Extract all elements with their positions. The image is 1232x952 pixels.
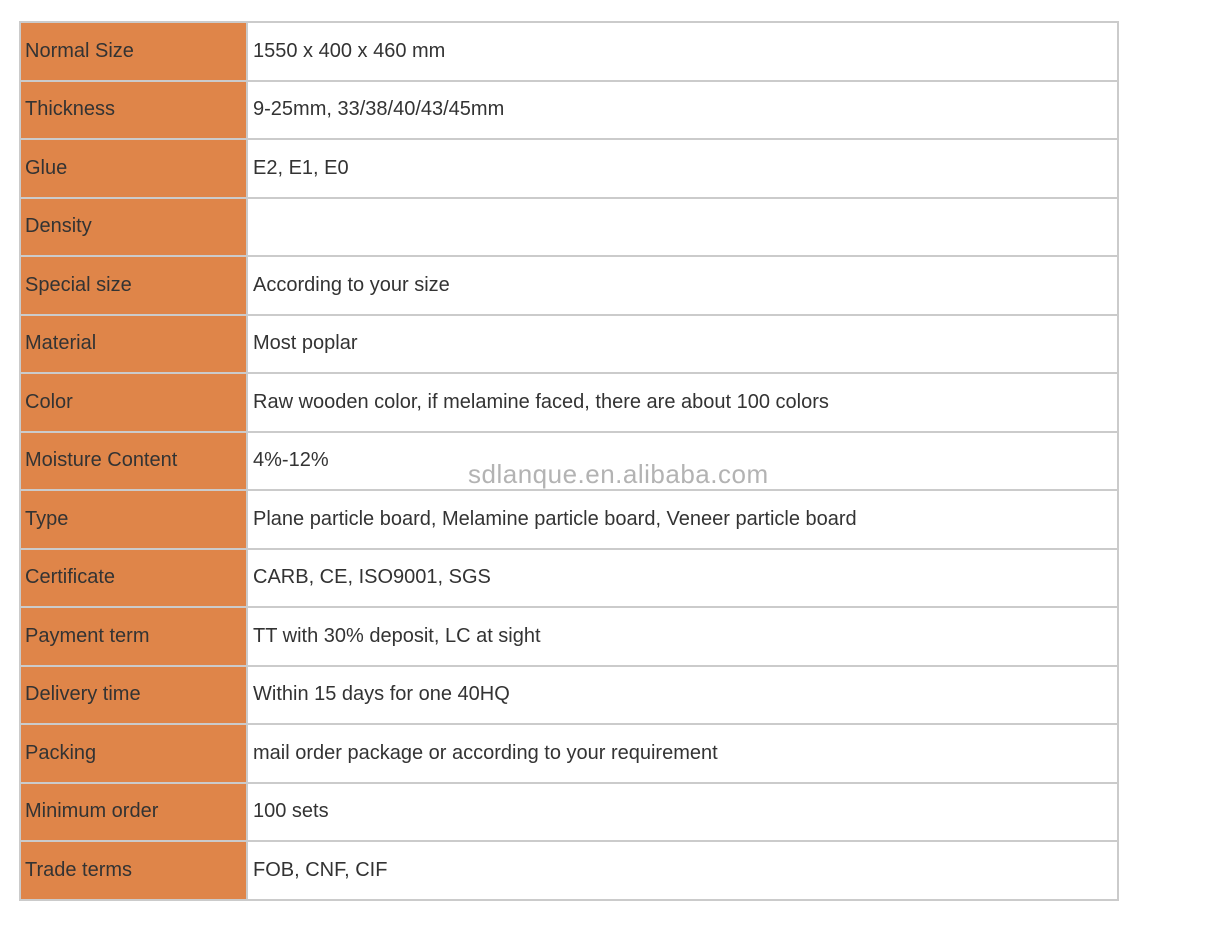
spec-value: Within 15 days for one 40HQ	[246, 664, 1119, 725]
table-row: Glue E2, E1, E0	[19, 138, 1119, 199]
spec-value: According to your size	[246, 255, 1119, 316]
spec-label: Certificate	[19, 547, 248, 608]
spec-table-body: Normal Size 1550 x 400 x 460 mm Thicknes…	[19, 21, 1119, 901]
table-row: Special size According to your size	[19, 255, 1119, 316]
spec-value: CARB, CE, ISO9001, SGS	[246, 547, 1119, 608]
table-row: Color Raw wooden color, if melamine face…	[19, 372, 1119, 433]
spec-label: Material	[19, 313, 248, 374]
table-row: Packing mail order package or according …	[19, 723, 1119, 784]
spec-label: Glue	[19, 138, 248, 199]
spec-label: Packing	[19, 723, 248, 784]
spec-value: mail order package or according to your …	[246, 723, 1119, 784]
spec-label: Normal Size	[19, 21, 248, 82]
spec-value: E2, E1, E0	[246, 138, 1119, 199]
spec-value: TT with 30% deposit, LC at sight	[246, 606, 1119, 667]
spec-label: Trade terms	[19, 840, 248, 901]
spec-label: Delivery time	[19, 664, 248, 725]
table-row: Material Most poplar	[19, 313, 1119, 374]
table-row: Thickness 9-25mm, 33/38/40/43/45mm	[19, 79, 1119, 140]
spec-value	[246, 196, 1119, 257]
table-row: Density	[19, 196, 1119, 257]
spec-value: Plane particle board, Melamine particle …	[246, 489, 1119, 550]
table-row: Normal Size 1550 x 400 x 460 mm	[19, 21, 1119, 82]
table-row: Certificate CARB, CE, ISO9001, SGS	[19, 547, 1119, 608]
table-row: Minimum order 100 sets	[19, 781, 1119, 842]
table-row: Payment term TT with 30% deposit, LC at …	[19, 606, 1119, 667]
spec-value: 1550 x 400 x 460 mm	[246, 21, 1119, 82]
spec-value: FOB, CNF, CIF	[246, 840, 1119, 901]
spec-value: Most poplar	[246, 313, 1119, 374]
spec-label: Special size	[19, 255, 248, 316]
spec-label: Payment term	[19, 606, 248, 667]
table-row: Trade terms FOB, CNF, CIF	[19, 840, 1119, 901]
spec-value: 9-25mm, 33/38/40/43/45mm	[246, 79, 1119, 140]
product-spec-table: Normal Size 1550 x 400 x 460 mm Thicknes…	[19, 21, 1119, 901]
table-row: Type Plane particle board, Melamine part…	[19, 489, 1119, 550]
spec-label: Color	[19, 372, 248, 433]
spec-label: Thickness	[19, 79, 248, 140]
spec-label: Minimum order	[19, 781, 248, 842]
spec-value: 100 sets	[246, 781, 1119, 842]
spec-label: Density	[19, 196, 248, 257]
spec-label: Type	[19, 489, 248, 550]
table-row: Delivery time Within 15 days for one 40H…	[19, 664, 1119, 725]
table-row: Moisture Content 4%-12%	[19, 430, 1119, 491]
spec-value: 4%-12%	[246, 430, 1119, 491]
spec-label: Moisture Content	[19, 430, 248, 491]
spec-value: Raw wooden color, if melamine faced, the…	[246, 372, 1119, 433]
